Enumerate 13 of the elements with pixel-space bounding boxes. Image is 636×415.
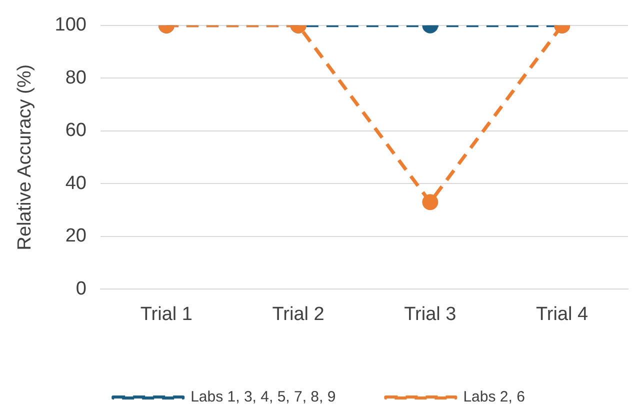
x-tick-label: Trial 3: [404, 304, 456, 325]
y-tick-label: 0: [76, 278, 86, 300]
y-axis-title: Relative Accuracy (%): [14, 64, 36, 250]
x-tick-label: Trial 2: [272, 304, 324, 325]
x-tick-label: Trial 1: [140, 304, 192, 325]
y-tick-label: 40: [65, 172, 86, 194]
y-tick-label: 20: [65, 226, 86, 247]
y-tick-label: 60: [65, 120, 86, 142]
legend-label: Labs 1, 3, 4, 5, 7, 8, 9: [190, 388, 336, 406]
x-tick-label: Trial 4: [536, 304, 589, 325]
legend-label: Labs 2, 6: [463, 388, 525, 406]
y-tick-label: 100: [54, 14, 86, 36]
y-tick-label: 80: [65, 67, 86, 88]
